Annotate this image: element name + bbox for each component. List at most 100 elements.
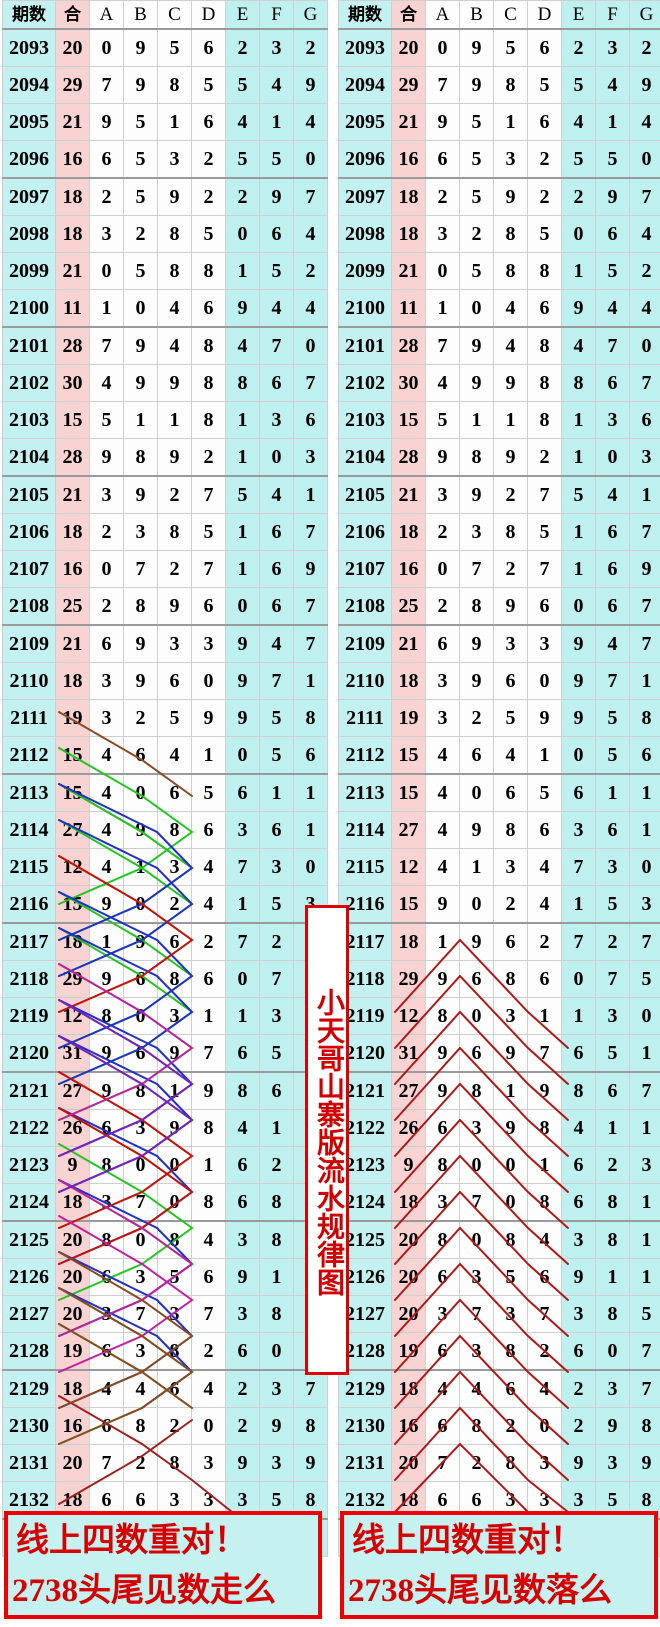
digit-cell-C: 9 (493, 1034, 528, 1073)
sum-cell: 21 (391, 252, 426, 290)
digit-cell-B: 5 (459, 103, 494, 141)
sum-cell: 9 (55, 1146, 90, 1184)
sum-cell: 15 (391, 885, 426, 924)
digit-cell-D: 6 (527, 587, 562, 626)
period-cell: 2112 (2, 736, 56, 775)
digit-cell-A: 4 (425, 811, 460, 849)
period-cell: 2120 (2, 1034, 56, 1073)
digit-cell-D: 1 (527, 997, 562, 1035)
digit-cell-A: 0 (89, 550, 124, 588)
digit-cell-A: 6 (425, 1332, 460, 1371)
digit-cell-E: 4 (225, 1109, 260, 1147)
table-row: 2097 18 2 5 9 2 2 9 7 (2, 177, 328, 216)
table-row: 2100 11 1 0 4 6 9 4 4 (338, 289, 660, 328)
digit-cell-G: 4 (629, 103, 660, 141)
digit-cell-D: 0 (527, 662, 562, 700)
table-row: 2106 18 2 3 8 5 1 6 7 (338, 513, 660, 551)
digit-cell-B: 5 (459, 252, 494, 290)
digit-cell-D: 2 (527, 140, 562, 179)
digit-cell-D: 0 (191, 662, 226, 700)
left-banner-line2-text: 头尾见数走么 (78, 1570, 276, 1609)
digit-cell-A: 0 (425, 550, 460, 588)
digit-cell-C: 3 (157, 140, 192, 179)
digit-cell-G: 7 (293, 624, 328, 663)
digit-cell-D: 2 (191, 140, 226, 179)
digit-cell-C: 9 (157, 1109, 192, 1147)
sum-cell: 31 (55, 1034, 90, 1073)
digit-cell-B: 9 (123, 624, 158, 663)
digit-cell-E: 1 (225, 438, 260, 477)
digit-cell-D: 8 (191, 364, 226, 402)
digit-cell-G: 7 (629, 1369, 660, 1408)
digit-cell-B: 7 (459, 1295, 494, 1333)
digit-cell-E: 0 (225, 736, 260, 775)
digit-cell-A: 8 (425, 1220, 460, 1259)
digit-cell-C: 8 (493, 513, 528, 551)
digit-cell-A: 4 (425, 736, 460, 775)
period-cell: 2102 (338, 364, 392, 402)
table-row: 2108 25 2 8 9 6 0 6 7 (2, 587, 328, 626)
left-data-table: 期数合 A B C D E F G 2093 20 0 9 5 6 2 3 2 2094 29 7 9 8 5 5 4 9 2095… (2, 0, 328, 1557)
right-banner-line1: 线上四数重对！ (352, 1520, 583, 1559)
table-row: 2113 15 4 0 6 5 6 1 1 (338, 773, 660, 812)
sum-cell: 27 (391, 811, 426, 849)
digit-cell-E: 4 (561, 326, 596, 365)
digit-cell-F: 4 (595, 289, 630, 328)
digit-cell-G: 1 (629, 1183, 660, 1222)
digit-cell-F: 6 (259, 1071, 294, 1110)
digit-cell-G: 9 (293, 550, 328, 588)
digit-cell-G: 8 (629, 1407, 660, 1445)
sum-cell: 19 (55, 699, 90, 737)
digit-cell-G: 9 (629, 550, 660, 588)
digit-cell-F: 9 (595, 177, 630, 216)
sum-cell: 28 (55, 438, 90, 477)
sum-cell: 20 (391, 1444, 426, 1482)
digit-cell-F: 5 (259, 1034, 294, 1073)
digit-cell-C: 8 (157, 960, 192, 998)
digit-cell-G: 2 (629, 28, 660, 67)
digit-cell-E: 1 (561, 252, 596, 290)
digit-cell-G: 7 (293, 1369, 328, 1408)
digit-cell-E: 2 (561, 1369, 596, 1408)
digit-cell-C: 9 (157, 1034, 192, 1073)
digit-cell-D: 3 (527, 624, 562, 663)
period-cell: 2095 (338, 103, 392, 141)
digit-cell-B: 7 (123, 550, 158, 588)
sum-cell: 18 (391, 215, 426, 253)
digit-cell-A: 3 (425, 475, 460, 514)
digit-cell-E: 0 (225, 215, 260, 253)
digit-cell-D: 6 (191, 811, 226, 849)
digit-cell-D: 7 (191, 1295, 226, 1333)
digit-cell-D: 6 (527, 103, 562, 141)
digit-cell-F: 7 (595, 960, 630, 998)
digit-cell-E: 4 (225, 103, 260, 141)
period-cell: 2098 (338, 215, 392, 253)
sum-cell: 9 (391, 1146, 426, 1184)
sum-cell: 26 (391, 1109, 426, 1147)
digit-cell-D: 5 (527, 66, 562, 104)
digit-cell-E: 9 (225, 662, 260, 700)
digit-cell-C: 8 (493, 960, 528, 998)
digit-cell-E: 6 (225, 773, 260, 812)
sum-cell: 29 (391, 960, 426, 998)
digit-cell-B: 9 (123, 811, 158, 849)
digit-cell-C: 8 (493, 66, 528, 104)
digit-cell-E: 9 (561, 1258, 596, 1296)
digit-cell-A: 7 (89, 1444, 124, 1482)
sum-cell: 18 (55, 662, 90, 700)
digit-cell-A: 0 (425, 252, 460, 290)
digit-cell-C: 3 (493, 848, 528, 886)
period-cell: 2111 (338, 699, 392, 737)
digit-cell-D: 7 (527, 1034, 562, 1073)
column-header-C: C (493, 0, 528, 30)
digit-cell-E: 3 (561, 811, 596, 849)
digit-cell-E: 9 (561, 1444, 596, 1482)
digit-cell-C: 9 (157, 587, 192, 626)
digit-cell-F: 7 (595, 326, 630, 365)
